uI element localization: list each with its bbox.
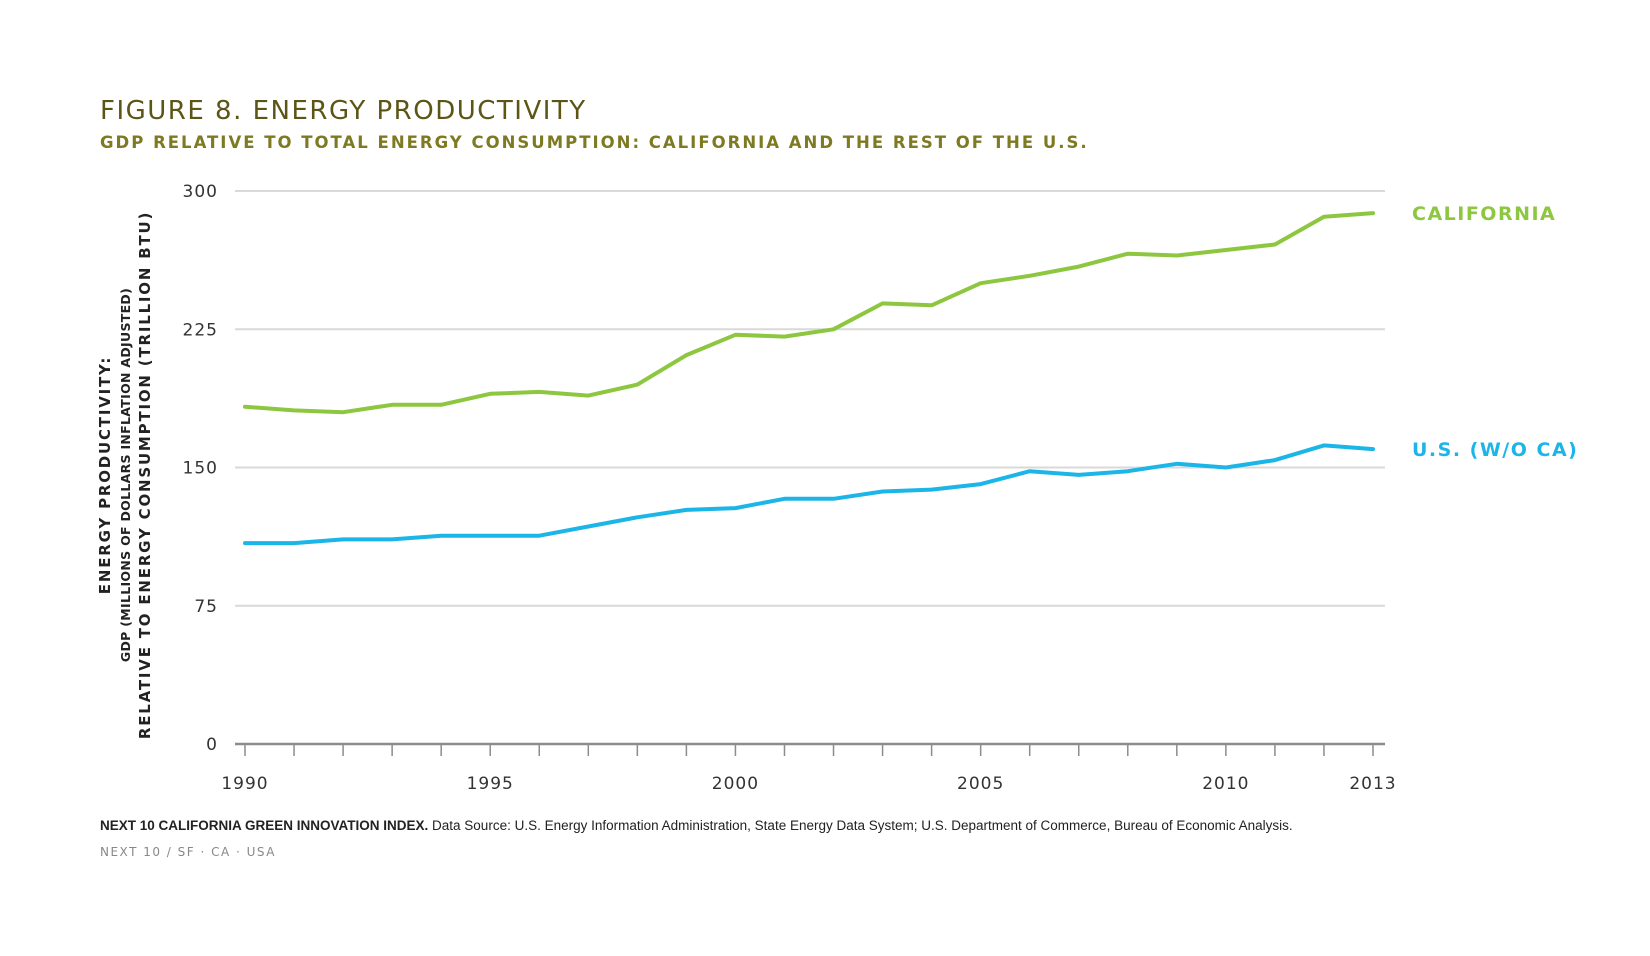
series-label: U.S. (W/O CA) bbox=[1412, 439, 1578, 461]
x-tick-label: 1995 bbox=[467, 774, 514, 794]
y-tick-label: 150 bbox=[183, 459, 218, 479]
source-note-text: Data Source: U.S. Energy Information Adm… bbox=[428, 818, 1293, 833]
chart-subtitle: GDP RELATIVE TO TOTAL ENERGY CONSUMPTION… bbox=[100, 133, 1089, 152]
chart-title: FIGURE 8. ENERGY PRODUCTIVITY bbox=[100, 96, 587, 126]
series-line bbox=[243, 211, 1375, 415]
x-tick-label: 2013 bbox=[1349, 774, 1396, 794]
x-tick-label: 1990 bbox=[221, 774, 268, 794]
source-note: NEXT 10 CALIFORNIA GREEN INNOVATION INDE… bbox=[100, 818, 1293, 833]
series-line bbox=[243, 443, 1375, 546]
x-tick-label: 2005 bbox=[957, 774, 1004, 794]
y-axis-label-line: ENERGY PRODUCTIVITY: bbox=[96, 356, 114, 594]
organization-footer: NEXT 10 / SF · CA · USA bbox=[100, 845, 276, 859]
y-tick-label: 0 bbox=[206, 735, 218, 755]
y-tick-label: 75 bbox=[194, 597, 218, 617]
source-note-bold: NEXT 10 CALIFORNIA GREEN INNOVATION INDE… bbox=[100, 818, 429, 833]
series-label: CALIFORNIA bbox=[1412, 203, 1556, 225]
x-tick-label: 2000 bbox=[712, 774, 759, 794]
y-tick-label: 300 bbox=[183, 182, 218, 202]
y-axis-label-line: GDP (MILLIONS OF DOLLARS INFLATION ADJUS… bbox=[118, 288, 133, 662]
y-axis-label-line: RELATIVE TO ENERGY CONSUMPTION (TRILLION… bbox=[136, 211, 154, 739]
x-tick-label: 2010 bbox=[1202, 774, 1249, 794]
y-tick-label: 225 bbox=[183, 320, 218, 340]
